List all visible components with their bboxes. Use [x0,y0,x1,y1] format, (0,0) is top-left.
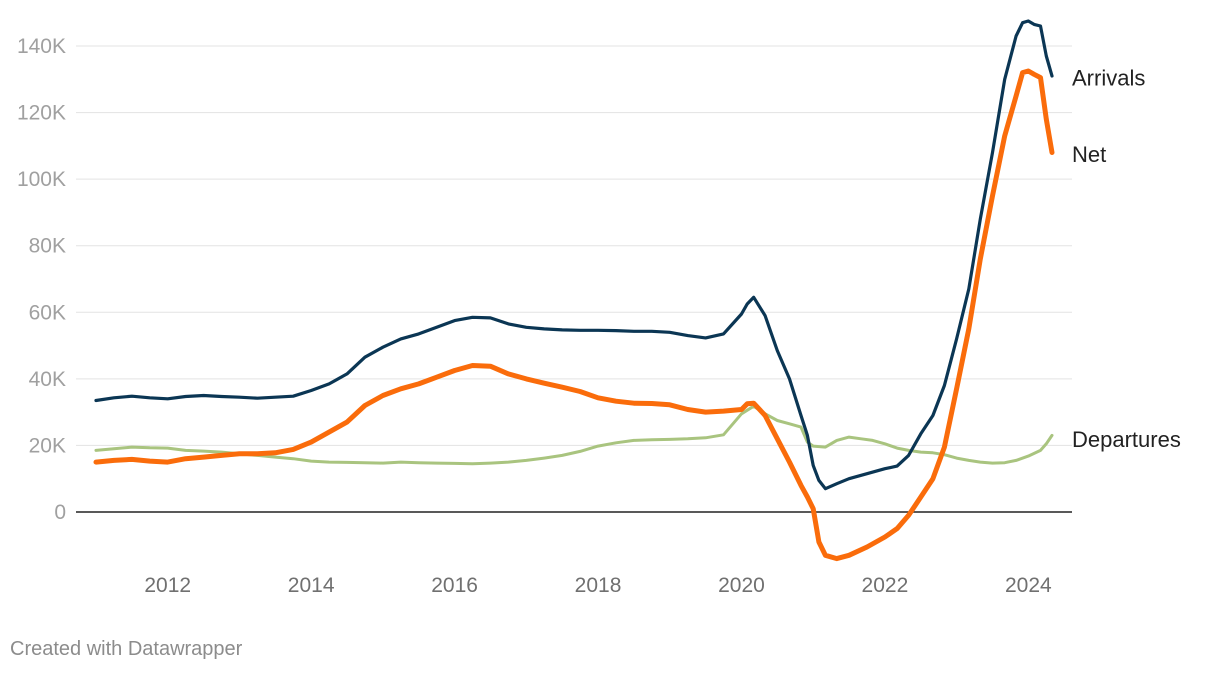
y-tick-label: 100K [17,168,66,191]
y-tick-label: 120K [17,102,66,125]
series-label-net: Net [1072,142,1106,167]
series-end-labels: Arrivals Net Departures [1072,66,1181,452]
series-line-arrivals [94,19,1054,491]
series-label-departures: Departures [1072,427,1181,452]
x-tick-label: 2022 [862,574,909,597]
y-tick-label: 20K [29,434,66,457]
y-tick-label: 140K [17,35,66,58]
x-tick-label: 2024 [1005,574,1052,597]
series-line-net [93,68,1055,562]
credit-text: Created with Datawrapper [10,638,243,660]
x-tick-label: 2012 [144,574,191,597]
x-tick-label: 2014 [288,574,335,597]
gridlines [76,45,1072,513]
series-lines [93,19,1055,562]
y-tick-label: 60K [29,301,66,324]
x-axis: 2012 2014 2016 2018 2020 2022 2024 [144,574,1052,597]
y-tick-label: 0 [54,501,66,524]
chart: 0 20K 40K 60K 80K 100K 120K 140K 2012 2014 2016 20… [17,19,1181,597]
x-tick-label: 2020 [718,574,765,597]
y-tick-label: 40K [29,368,66,391]
series-line-departures [94,404,1054,466]
series-label-arrivals: Arrivals [1072,66,1145,91]
x-tick-label: 2016 [431,574,478,597]
y-axis: 0 20K 40K 60K 80K 100K 120K 140K [17,35,66,524]
y-tick-label: 80K [29,235,66,258]
x-tick-label: 2018 [575,574,622,597]
